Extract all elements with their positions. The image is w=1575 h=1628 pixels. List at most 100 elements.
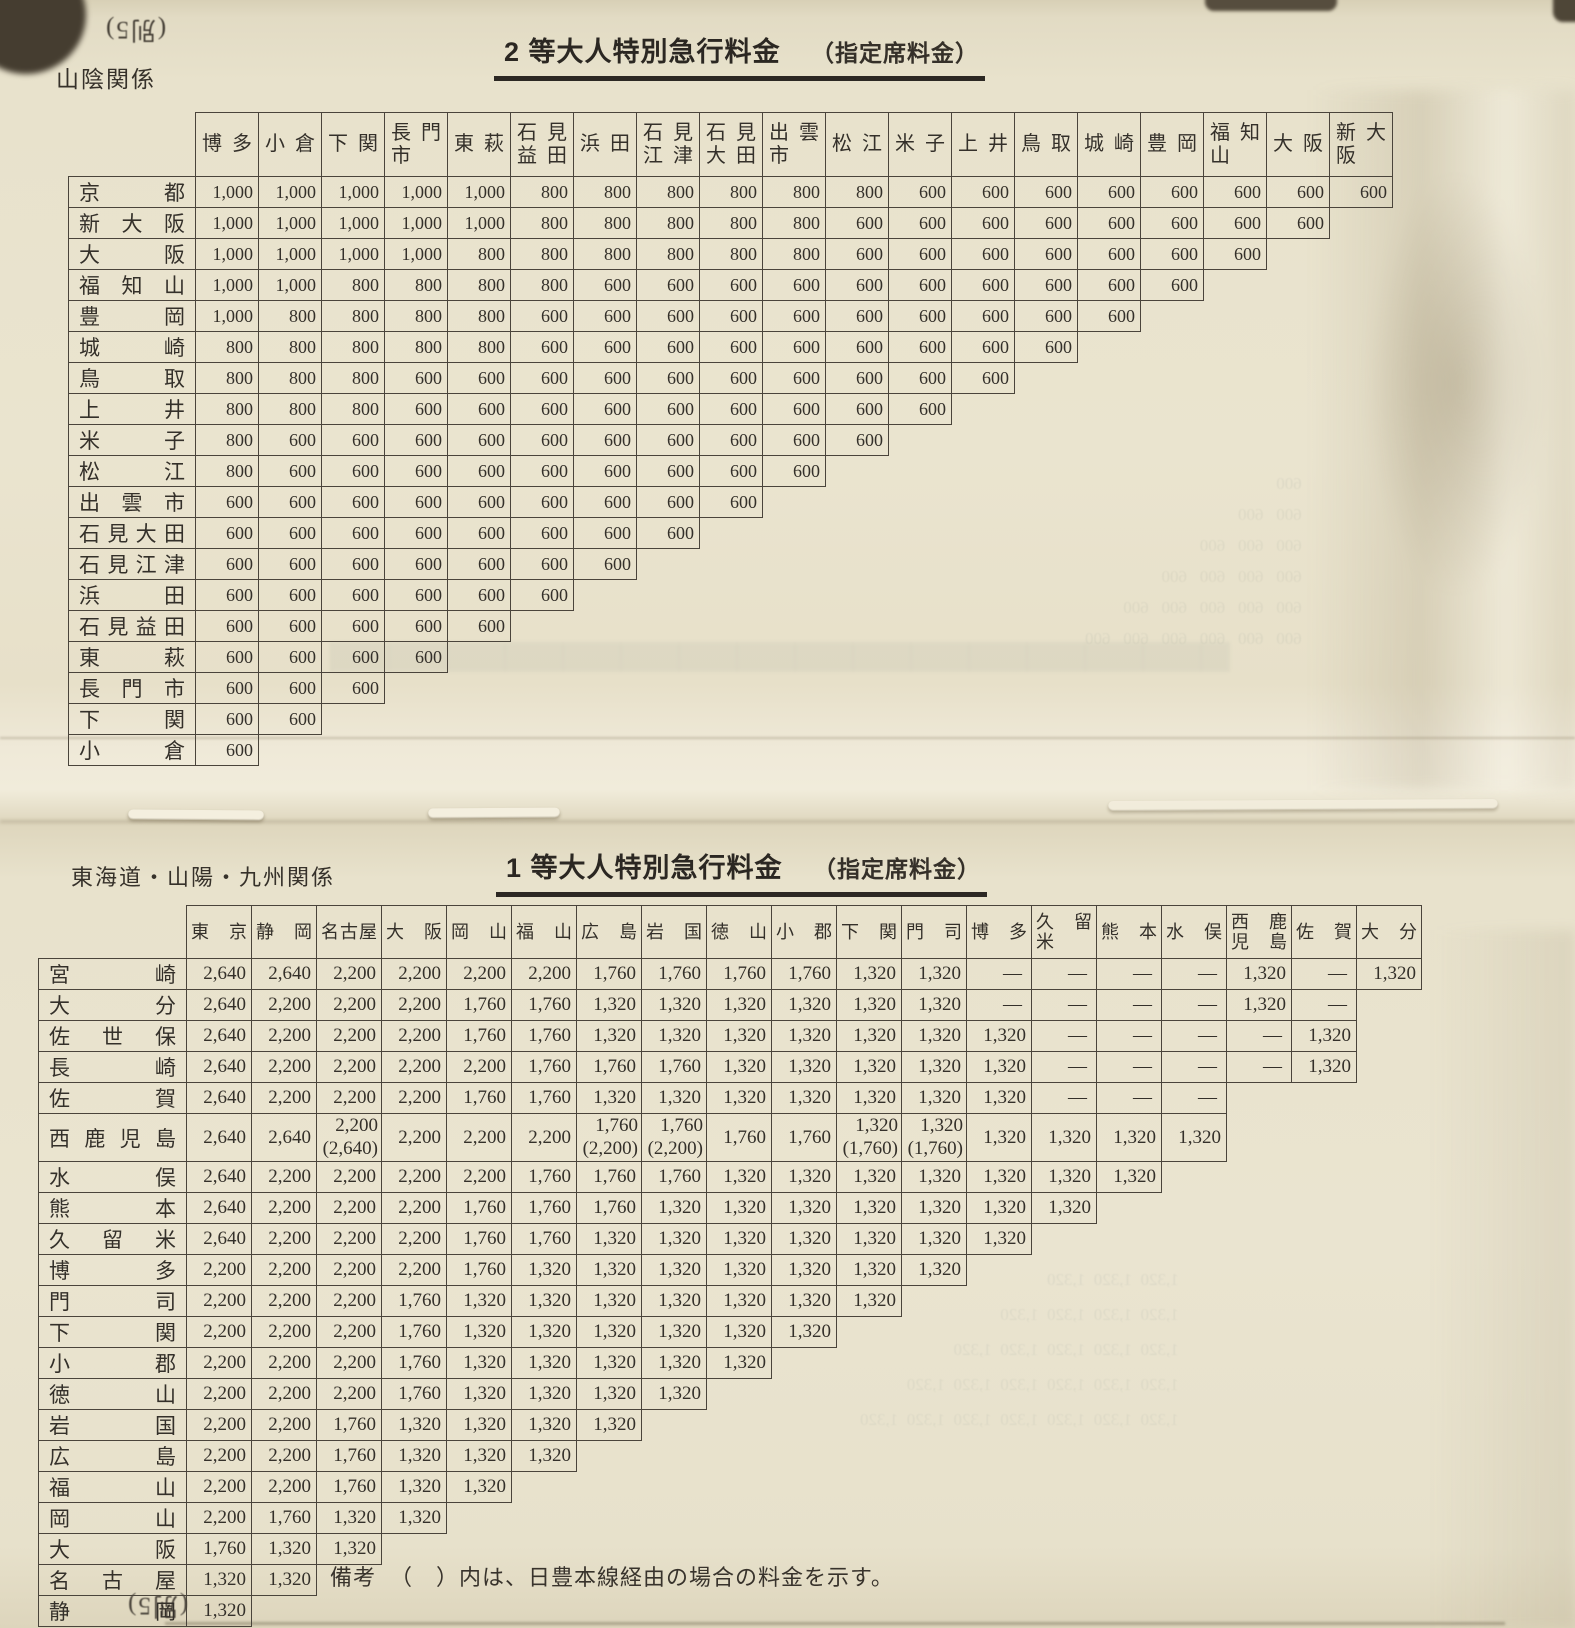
column-header: 下関 — [321, 112, 385, 177]
fare-cell: 1,320 — [576, 1347, 642, 1379]
fare-cell: 800 — [384, 269, 448, 301]
fare-cell: 800 — [762, 238, 826, 270]
fare-cell: 2,200 — [186, 1254, 252, 1286]
fare-cell: 1,320 — [771, 1020, 837, 1052]
row-label: 浜田 — [68, 579, 196, 611]
fare-cell: 1,320 — [706, 1161, 772, 1193]
fare-cell: 1,320 — [446, 1409, 512, 1441]
fare-cell: 1,000 — [321, 238, 385, 270]
empty-cell — [1292, 1114, 1357, 1162]
fare-cell: 600 — [510, 486, 574, 518]
table2-title: 2 等大人特別急行料金 — [504, 37, 781, 67]
empty-cell — [574, 735, 637, 766]
fare-cell: 1,320 — [641, 1223, 707, 1255]
fare-cell: ― — [1031, 958, 1097, 990]
empty-cell — [952, 425, 1015, 456]
fare-cell: 800 — [195, 331, 259, 363]
empty-cell — [889, 580, 952, 611]
empty-cell — [967, 1379, 1032, 1410]
fare-cell: 1,000 — [258, 176, 322, 208]
fare-cell: 1,320 — [771, 1192, 837, 1224]
empty-cell — [1292, 1255, 1357, 1286]
fare-cell: 600 — [1014, 176, 1078, 208]
row-label: 名古屋 — [38, 1564, 187, 1596]
empty-cell — [837, 1317, 902, 1348]
fare-cell: 800 — [447, 331, 511, 363]
empty-cell — [1015, 580, 1078, 611]
fare-cell: 1,320 — [706, 1082, 772, 1114]
fare-cell: 600 — [447, 362, 511, 394]
empty-cell — [1204, 549, 1267, 580]
fare-row: 小倉 600 — [68, 734, 1393, 766]
column-header: 浜田 — [573, 112, 637, 177]
empty-cell — [707, 1596, 772, 1627]
empty-cell — [1330, 456, 1393, 487]
empty-cell — [1292, 1286, 1357, 1317]
empty-cell — [1357, 1224, 1422, 1255]
empty-cell — [512, 1596, 577, 1627]
fare-cell: 1,000 — [321, 207, 385, 239]
empty-cell — [826, 642, 889, 673]
fare-cell: 2,640 — [251, 1113, 317, 1162]
empty-cell — [1227, 1534, 1292, 1565]
fare-row: 豊岡 1,000 800 800 800 800 600 600 600 600 600 600 600… — [68, 300, 1393, 332]
empty-cell — [1097, 1193, 1162, 1224]
empty-cell — [1032, 1565, 1097, 1596]
fare-cell: 600 — [699, 393, 763, 425]
fare-cell: 1,320 — [1161, 1113, 1227, 1162]
fare-row: 福山 2,200 2,200 1,760 1,320 1,320 — [38, 1471, 1422, 1503]
empty-cell — [642, 1410, 707, 1441]
fare-cell: 1,320 — [706, 1020, 772, 1052]
fare-cell: 2,640 — [186, 1161, 252, 1193]
fare-cell: 600 — [321, 548, 385, 580]
fare-cell: 2,200 — [381, 1113, 447, 1162]
empty-cell — [637, 611, 700, 642]
empty-cell — [902, 1410, 967, 1441]
empty-cell — [1162, 1565, 1227, 1596]
fare-cell: 600 — [951, 331, 1015, 363]
column-header: 熊本 — [1096, 905, 1162, 959]
empty-cell — [826, 549, 889, 580]
fare-cell: 1,320 — [641, 1378, 707, 1410]
fare-cell: 1,760 — [446, 1223, 512, 1255]
fare-cell: 1,760 — [706, 1113, 772, 1162]
region-label-sanin: 山陰関係 — [56, 67, 156, 92]
empty-cell — [1141, 704, 1204, 735]
fare-cell: 2,640 — [186, 989, 252, 1021]
fare-cell: 1,320 — [771, 1051, 837, 1083]
fare-row: 米子 800 600 600 600 600 600 600 600 600 600 600 — [68, 424, 1393, 456]
empty-cell — [1015, 611, 1078, 642]
empty-cell — [637, 580, 700, 611]
row-label: 岡山 — [38, 1502, 187, 1534]
empty-cell — [1078, 332, 1141, 363]
fare-row: 鳥取 800 800 800 600 600 600 600 600 600 600 600 600 60… — [68, 362, 1393, 394]
fare-cell: 1,760 — [381, 1285, 447, 1317]
empty-cell — [1141, 487, 1204, 518]
fare-cell: 1,760 — [446, 1192, 512, 1224]
empty-cell — [1015, 363, 1078, 394]
empty-cell — [448, 642, 511, 673]
empty-cell — [837, 1379, 902, 1410]
empty-cell — [642, 1441, 707, 1472]
fare-cell: 2,200 — [316, 1161, 382, 1193]
empty-cell — [322, 704, 385, 735]
fare-cell: 2,200 — [186, 1409, 252, 1441]
fare-cell: 2,640 — [251, 958, 317, 990]
corner-cell — [69, 113, 196, 177]
empty-cell — [902, 1596, 967, 1627]
fare-cell: 1,760 — [576, 1192, 642, 1224]
fare-cell: 600 — [699, 331, 763, 363]
empty-cell — [902, 1534, 967, 1565]
empty-cell — [1162, 1286, 1227, 1317]
fare-cell: 600 — [1203, 207, 1267, 239]
fare-cell: 600 — [825, 207, 889, 239]
fare-cell: 600 — [888, 331, 952, 363]
fare-cell: 600 — [888, 176, 952, 208]
fare-cell: 1,320 — [706, 1316, 772, 1348]
empty-cell — [889, 549, 952, 580]
fare-cell: 600 — [1077, 300, 1141, 332]
scan-edge-shadow — [1553, 0, 1575, 22]
fare-cell: 2,200 — [251, 1161, 317, 1193]
fare-cell: 2,200 — [316, 989, 382, 1021]
